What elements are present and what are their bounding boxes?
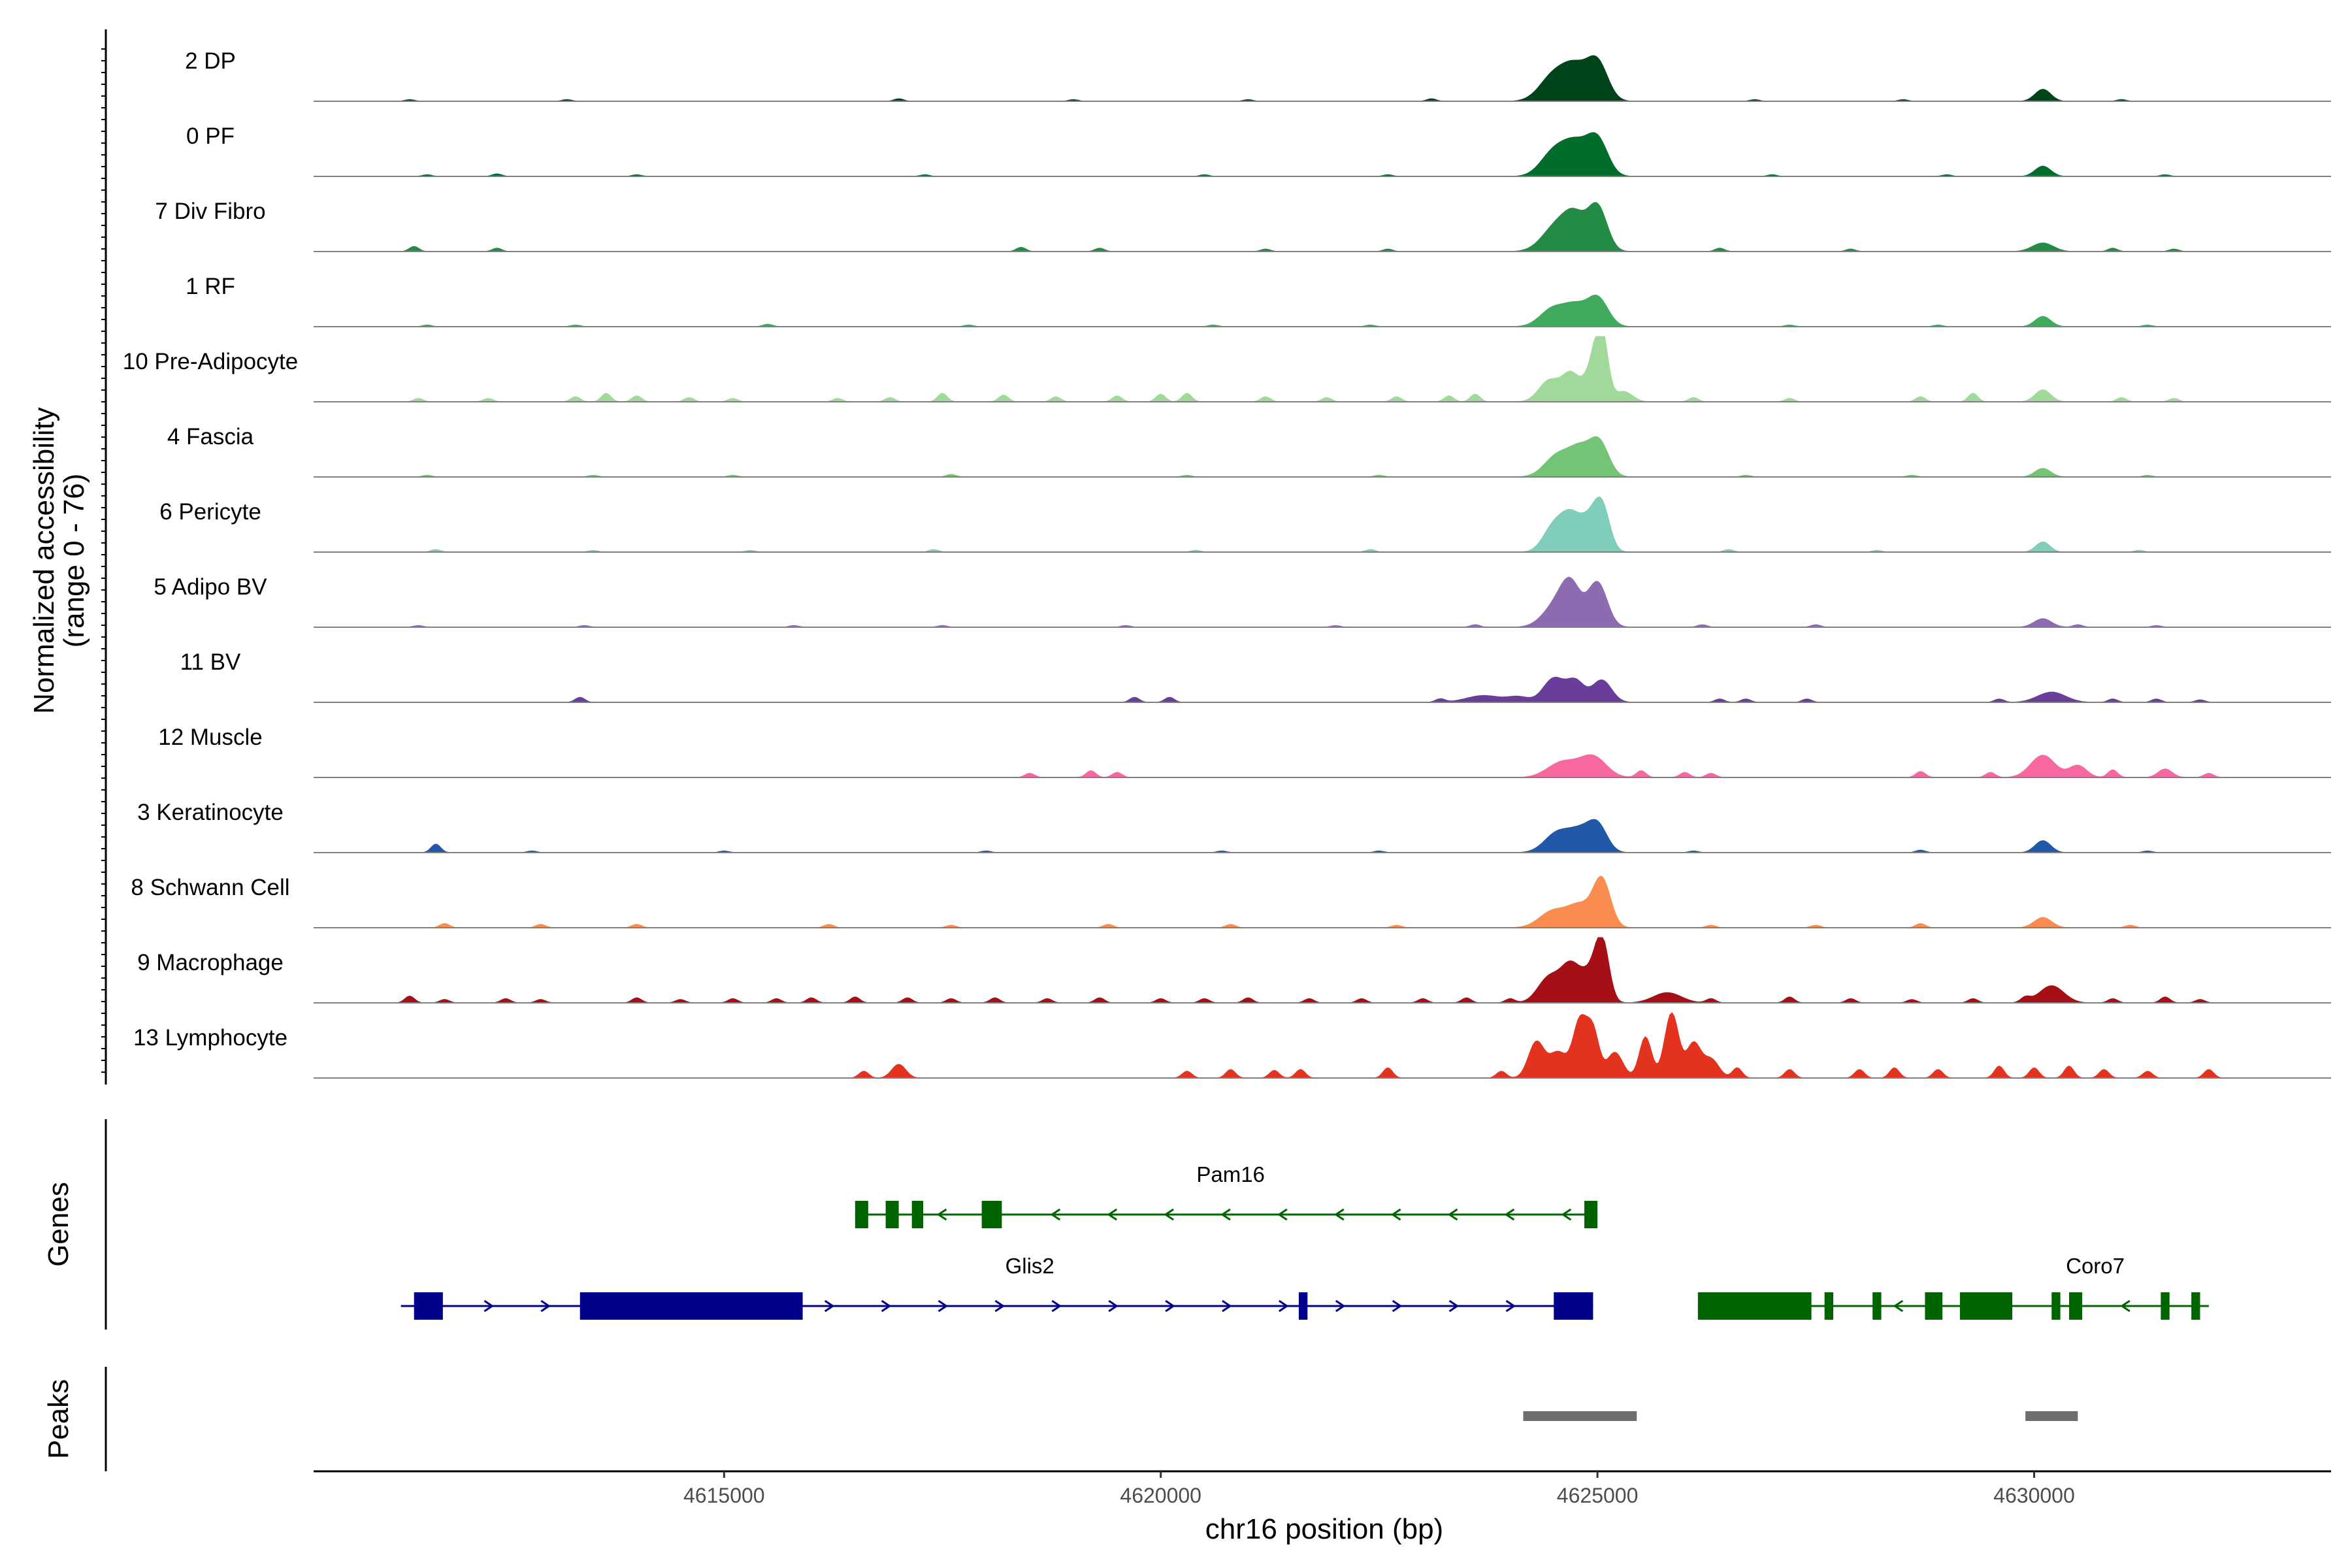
gene-name-label: Coro7 xyxy=(2066,1254,2125,1278)
track-label: 10 Pre-Adipocyte xyxy=(123,349,298,374)
track-label: 13 Lymphocyte xyxy=(133,1025,287,1051)
genes-panel-title: Genes xyxy=(42,1182,74,1267)
gene-exon xyxy=(414,1292,443,1320)
coverage-track: 8 Schwann Cell xyxy=(131,875,2331,928)
coverage-track: 6 Pericyte xyxy=(159,497,2331,553)
coverage-track: 0 PF xyxy=(186,123,2331,177)
track-label: 4 Fascia xyxy=(167,424,254,449)
strand-arrow-left-icon xyxy=(1220,1208,1231,1221)
gene-model: Coro7 xyxy=(1697,1254,2209,1320)
coverage-track: 1 RF xyxy=(186,274,2331,327)
coverage-track: 13 Lymphocyte xyxy=(133,1012,2331,1079)
gene-exon xyxy=(1925,1292,1943,1320)
coverage-track: 3 Keratinocyte xyxy=(137,800,2331,853)
coverage-track: 12 Muscle xyxy=(158,725,2331,778)
peak-region-bar xyxy=(1523,1411,1637,1421)
track-label: 5 Adipo BV xyxy=(154,574,267,600)
strand-arrow-left-icon xyxy=(1164,1208,1174,1221)
strand-arrow-right-icon xyxy=(1448,1299,1460,1313)
track-label: 12 Muscle xyxy=(158,725,263,750)
coverage-panel: 2 DP 0 PF 7 Div Fibro 1 RF 10 Pre-Adipocyte 4… xyxy=(123,48,2331,1079)
strand-arrow-right-icon xyxy=(1335,1299,1346,1313)
coverage-track: 9 Macrophage xyxy=(137,937,2331,1004)
peaks-panel-title: Peaks xyxy=(42,1379,74,1459)
strand-arrow-left-icon xyxy=(1107,1208,1118,1221)
gene-exon xyxy=(1824,1292,1834,1320)
strand-arrow-right-icon xyxy=(1392,1299,1403,1313)
strand-arrow-left-icon xyxy=(1447,1208,1458,1221)
strand-arrow-right-icon xyxy=(1108,1299,1119,1313)
strand-arrow-left-icon xyxy=(1334,1208,1345,1221)
gene-exon xyxy=(981,1201,1002,1228)
coverage-track: 4 Fascia xyxy=(167,424,2331,478)
strand-arrow-left-icon xyxy=(1050,1208,1061,1221)
track-label: 3 Keratinocyte xyxy=(137,800,284,825)
coverage-track: 5 Adipo BV xyxy=(154,574,2331,628)
gene-exon xyxy=(855,1201,868,1228)
coverage-y-axis: Normalized accessibility (range 0 - 76) xyxy=(28,29,107,1085)
x-axis-title: chr16 position (bp) xyxy=(1205,1513,1443,1545)
strand-arrow-left-icon xyxy=(1561,1208,1572,1221)
track-label: 7 Div Fibro xyxy=(155,199,265,224)
y-axis-subtitle: (range 0 - 76) xyxy=(58,474,90,648)
strand-arrow-left-icon xyxy=(1390,1208,1401,1221)
strand-arrow-right-icon xyxy=(824,1299,835,1313)
coverage-track: 10 Pre-Adipocyte xyxy=(123,336,2331,402)
coverage-track: 2 DP xyxy=(185,48,2331,102)
x-tick-label: 4620000 xyxy=(1120,1484,1201,1507)
track-label: 2 DP xyxy=(185,48,236,74)
strand-arrow-right-icon xyxy=(483,1299,495,1313)
track-label: 0 PF xyxy=(186,123,235,149)
y-axis-title: Normalized accessibility xyxy=(28,407,60,713)
gene-model: Glis2 xyxy=(400,1254,1593,1320)
strand-arrow-right-icon xyxy=(938,1299,949,1313)
strand-arrow-right-icon xyxy=(540,1299,551,1313)
strand-arrow-left-icon xyxy=(1893,1299,1904,1313)
coverage-track: 11 BV xyxy=(180,649,2331,703)
gene-exon xyxy=(2051,1292,2061,1320)
strand-arrow-left-icon xyxy=(1277,1208,1288,1221)
strand-arrow-right-icon xyxy=(1051,1299,1062,1313)
peaks-panel: Peaks xyxy=(42,1367,2078,1471)
gene-exon xyxy=(1584,1201,1598,1228)
gene-exon xyxy=(2068,1292,2083,1320)
x-tick-label: 4625000 xyxy=(1557,1484,1639,1507)
x-tick-label: 4615000 xyxy=(683,1484,765,1507)
genes-panel: Genes Pam16 Glis2 Coro7 xyxy=(42,1119,2209,1330)
gene-exon xyxy=(2161,1292,2170,1320)
gene-exon xyxy=(885,1201,899,1228)
gene-exon xyxy=(2191,1292,2200,1320)
strand-arrow-left-icon xyxy=(1504,1208,1515,1221)
gene-name-label: Glis2 xyxy=(1005,1254,1054,1278)
gene-exon xyxy=(1959,1292,2013,1320)
strand-arrow-right-icon xyxy=(994,1299,1005,1313)
track-label: 1 RF xyxy=(186,274,235,299)
strand-arrow-right-icon xyxy=(881,1299,892,1313)
gene-exon xyxy=(1298,1292,1308,1320)
gene-name-label: Pam16 xyxy=(1196,1162,1265,1186)
coverage-track: 7 Div Fibro xyxy=(155,199,2331,252)
gene-exon xyxy=(580,1292,803,1320)
gene-exon xyxy=(911,1201,924,1228)
strand-arrow-right-icon xyxy=(1279,1299,1289,1313)
strand-arrow-right-icon xyxy=(1505,1299,1516,1313)
gene-exon xyxy=(1872,1292,1882,1320)
x-tick-label: 4630000 xyxy=(1993,1484,2075,1507)
track-label: 6 Pericyte xyxy=(159,499,261,525)
strand-arrow-right-icon xyxy=(1165,1299,1175,1313)
gene-model: Pam16 xyxy=(855,1162,1598,1228)
gene-exon xyxy=(1554,1292,1593,1320)
strand-arrow-right-icon xyxy=(1222,1299,1232,1313)
track-label: 9 Macrophage xyxy=(137,950,284,975)
strand-arrow-left-icon xyxy=(2120,1299,2131,1313)
track-label: 11 BV xyxy=(180,649,241,675)
strand-arrow-left-icon xyxy=(936,1208,947,1221)
x-axis: chr16 position (bp) 4615000 4620000 462500… xyxy=(314,1470,2331,1545)
track-label: 8 Schwann Cell xyxy=(131,875,289,900)
gene-exon xyxy=(1697,1292,1812,1320)
peak-region-bar xyxy=(2025,1411,2078,1421)
